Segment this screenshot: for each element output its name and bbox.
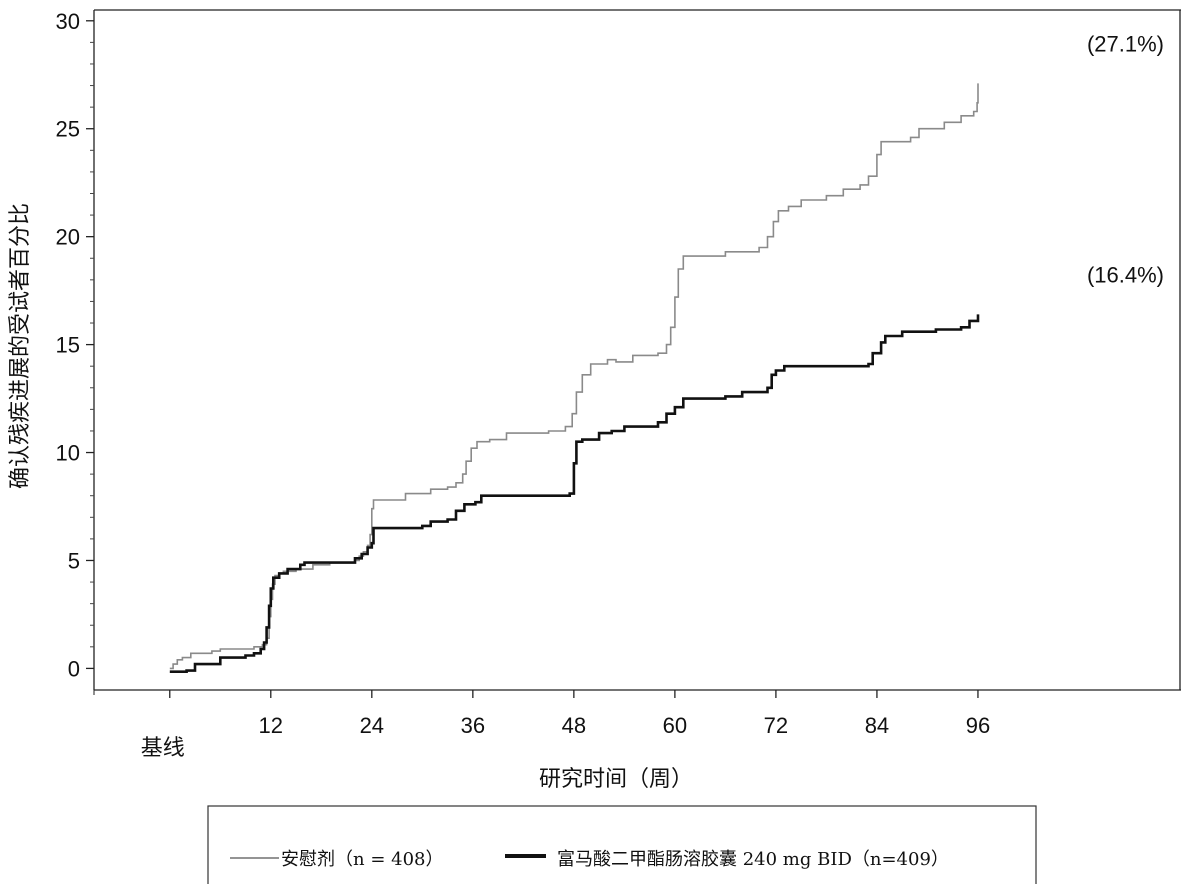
x-tick-label-36: 36 [461, 713, 485, 738]
x-tick-label-12: 12 [259, 713, 283, 738]
y-tick-label-5: 5 [68, 548, 80, 573]
series-line-placebo [169, 83, 979, 670]
series-line-dmf [169, 314, 980, 673]
y-axis-ticks: 0 5 10 15 20 25 30 [56, 9, 94, 681]
plot-frame [93, 9, 1181, 691]
x-axis-ticks: 基线 12 24 36 48 60 72 84 96 [93, 690, 990, 761]
y-tick-label-0: 0 [68, 656, 80, 681]
x-tick-label-baseline: 基线 [141, 736, 185, 761]
x-tick-label-72: 72 [764, 713, 788, 738]
series-layer [169, 83, 980, 673]
y-minor-ticks [90, 41, 94, 648]
x-tick-label-84: 84 [865, 713, 889, 738]
x-tick-label-24: 24 [360, 713, 384, 738]
legend-label-placebo: 安慰剂（n = 408） [281, 849, 443, 870]
end-label-placebo: (27.1%) [1087, 31, 1164, 56]
y-tick-label-10: 10 [56, 441, 80, 466]
end-label-dmf: (16.4%) [1087, 262, 1164, 287]
end-labels: (27.1%) (16.4%) [1087, 31, 1164, 287]
legend-box [207, 805, 1037, 884]
x-axis-title: 研究时间（周） [539, 767, 693, 792]
y-tick-label-30: 30 [56, 9, 80, 34]
x-tick-label-60: 60 [663, 713, 687, 738]
x-tick-label-48: 48 [562, 713, 586, 738]
y-tick-label-15: 15 [56, 333, 80, 358]
legend-label-dmf: 富马酸二甲酯肠溶胶囊 240 mg BID（n=409） [557, 849, 949, 870]
y-axis-title: 确认残疾进展的受试者百分比 [8, 203, 33, 489]
legend: 安慰剂（n = 408） 富马酸二甲酯肠溶胶囊 240 mg BID（n=409… [207, 805, 1037, 884]
y-tick-label-20: 20 [56, 225, 80, 250]
x-tick-label-96: 96 [966, 713, 990, 738]
y-tick-label-25: 25 [56, 117, 80, 142]
